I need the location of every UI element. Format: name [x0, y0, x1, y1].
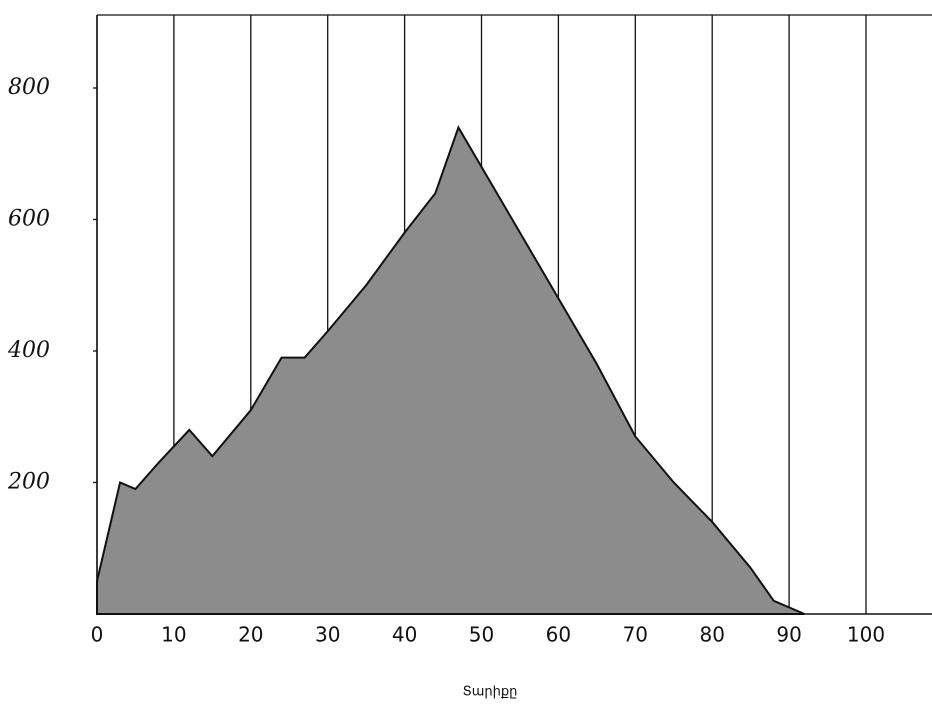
y-tick-label: 400: [7, 338, 50, 363]
area: [96, 125, 805, 615]
x-tick-label: 100: [847, 623, 885, 647]
x-tick-label: 90: [776, 623, 801, 647]
x-tick-label: 0: [91, 623, 104, 647]
y-tick-label: 600: [8, 206, 50, 231]
x-tick-label: 50: [469, 623, 494, 647]
x-tick-label: 20: [238, 623, 263, 647]
x-axis-label: Տարիքը: [463, 685, 518, 700]
x-tick-label: 80: [699, 623, 724, 647]
x-tick-label: 60: [546, 623, 571, 647]
x-tick-label: 70: [623, 623, 648, 647]
y-tick-label: 200: [7, 469, 50, 494]
x-tick-label: 40: [392, 623, 417, 647]
x-tick-label: 10: [161, 623, 186, 647]
y-tick-label: 800: [8, 75, 50, 100]
x-tick-label: 30: [315, 623, 340, 647]
